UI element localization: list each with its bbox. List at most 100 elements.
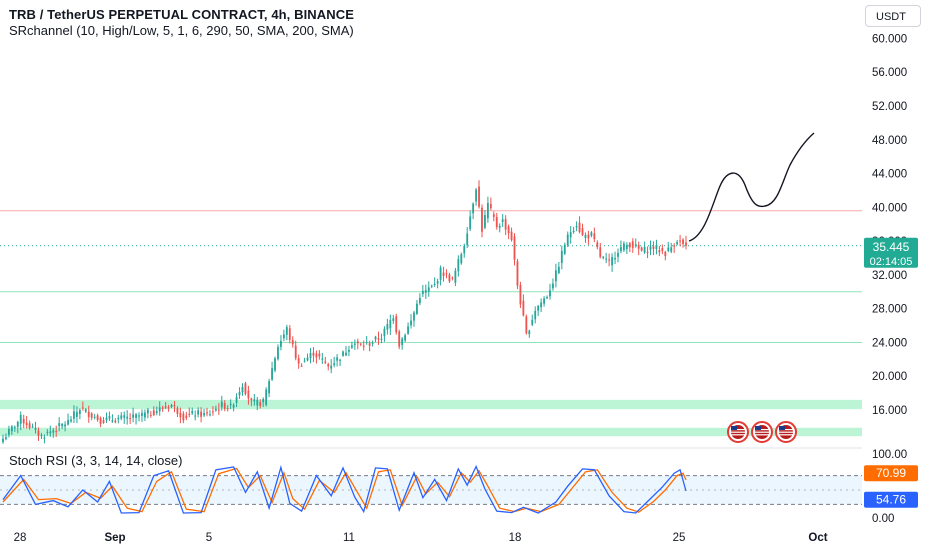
candle[interactable] [105,412,108,423]
candle[interactable] [58,417,61,432]
candle[interactable] [188,407,191,418]
candle[interactable] [117,414,120,424]
candle[interactable] [519,281,522,309]
candle[interactable] [265,387,268,407]
candle[interactable] [40,432,43,439]
candle[interactable] [605,252,608,264]
candle[interactable] [155,406,158,416]
candle[interactable] [280,335,282,351]
candle[interactable] [557,261,560,275]
candle[interactable] [291,336,294,348]
candle[interactable] [614,251,616,265]
candle[interactable] [158,401,161,416]
candle[interactable] [546,295,548,300]
candle[interactable] [549,283,551,300]
candle[interactable] [2,434,4,444]
candle[interactable] [510,227,513,242]
candle[interactable] [244,381,247,396]
candle[interactable] [176,406,179,417]
candle[interactable] [442,266,445,282]
candle[interactable] [649,240,652,256]
candle[interactable] [531,314,534,327]
candle[interactable] [540,298,543,313]
candle[interactable] [484,210,486,230]
candle[interactable] [655,239,658,255]
candle[interactable] [436,278,439,289]
candle[interactable] [620,240,622,254]
candle[interactable] [368,340,371,352]
candle[interactable] [182,411,185,424]
candle[interactable] [581,223,584,237]
candle[interactable] [223,400,226,412]
candle[interactable] [206,407,208,417]
candle[interactable] [486,196,489,223]
candle[interactable] [652,241,655,256]
candle[interactable] [13,425,16,432]
candle[interactable] [489,197,492,211]
candle[interactable] [543,296,545,307]
candle[interactable] [46,429,49,436]
candle[interactable] [194,410,197,421]
candle[interactable] [599,242,602,259]
candle[interactable] [451,276,454,281]
stoch-k-line[interactable] [2,464,687,514]
candle[interactable] [433,277,436,288]
candle[interactable] [232,403,235,412]
candle[interactable] [241,383,244,396]
candle[interactable] [67,413,69,426]
candle[interactable] [492,211,495,222]
candle[interactable] [430,284,433,289]
candle[interactable] [560,245,563,270]
candle[interactable] [365,335,368,345]
candle[interactable] [634,238,637,248]
candle[interactable] [209,410,211,417]
candle[interactable] [197,407,200,418]
candle[interactable] [253,393,256,406]
us-flag-event-icon[interactable] [751,421,773,443]
candle[interactable] [608,253,611,267]
candle[interactable] [111,414,114,423]
candle[interactable] [152,406,155,417]
candle[interactable] [185,411,188,421]
candle[interactable] [667,242,670,253]
candle[interactable] [676,240,679,246]
candle[interactable] [297,354,300,369]
candle[interactable] [534,306,537,324]
candle[interactable] [22,414,25,429]
candle[interactable] [93,413,96,420]
candle[interactable] [350,341,353,350]
candle[interactable] [339,358,341,367]
candle[interactable] [288,324,291,344]
candle[interactable] [584,232,587,243]
candle[interactable] [132,407,135,423]
candle[interactable] [87,405,90,423]
candle[interactable] [552,278,554,291]
candle[interactable] [640,246,643,252]
candle[interactable] [516,258,519,290]
candle[interactable] [285,324,288,341]
candle[interactable] [472,202,475,220]
candle[interactable] [628,242,631,253]
candle[interactable] [179,407,182,424]
candle[interactable] [445,269,448,279]
candle[interactable] [469,210,472,232]
candle[interactable] [19,411,22,431]
candle[interactable] [73,405,75,423]
candle[interactable] [353,339,356,350]
candle[interactable] [43,434,46,444]
candle[interactable] [602,255,605,260]
candle[interactable] [537,304,540,317]
us-flag-event-icon[interactable] [775,421,797,443]
candle[interactable] [404,333,407,343]
us-flag-event-icon[interactable] [727,421,749,443]
candle[interactable] [569,226,572,244]
candle[interactable] [336,354,339,367]
candle[interactable] [170,403,173,409]
candle[interactable] [356,338,359,350]
candle[interactable] [504,215,507,236]
candle[interactable] [637,241,640,256]
candle[interactable] [52,428,55,438]
candle[interactable] [575,221,578,232]
candle[interactable] [421,284,424,298]
candle[interactable] [138,412,140,422]
